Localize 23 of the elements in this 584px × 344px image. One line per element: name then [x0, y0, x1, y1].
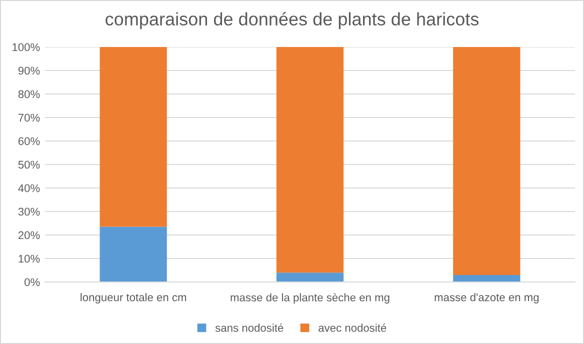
bar: [276, 47, 344, 273]
y-tick-label: 60%: [18, 137, 40, 146]
y-tick-label: 50%: [18, 160, 40, 169]
y-tick-label: 100%: [12, 43, 40, 52]
y-tick-label: 70%: [18, 114, 40, 122]
y-tick-label: 90%: [18, 66, 40, 75]
chart-title: comparaison de données de plants de haricots: [106, 12, 479, 30]
y-tick-label: 30%: [18, 208, 40, 216]
y-tick-label: 40%: [18, 184, 40, 192]
legend-label: sans nodosité: [215, 324, 284, 332]
bar: [276, 272, 344, 282]
bar: [100, 226, 167, 282]
bar: [453, 274, 520, 282]
y-tick-label: 20%: [18, 231, 40, 240]
y-tick-label: 80%: [18, 90, 40, 98]
x-tick-label: masse d'azote en mg: [434, 293, 539, 304]
bar: [100, 47, 167, 227]
x-tick-label: masse de la plante sèche en mg: [230, 293, 390, 304]
x-tick-label: longueur totale en cm: [80, 293, 186, 304]
y-tick-label: 0%: [24, 278, 40, 286]
bar: [453, 47, 520, 275]
y-tick-label: 10%: [18, 254, 40, 263]
legend-label: avec nodosité: [318, 324, 386, 332]
